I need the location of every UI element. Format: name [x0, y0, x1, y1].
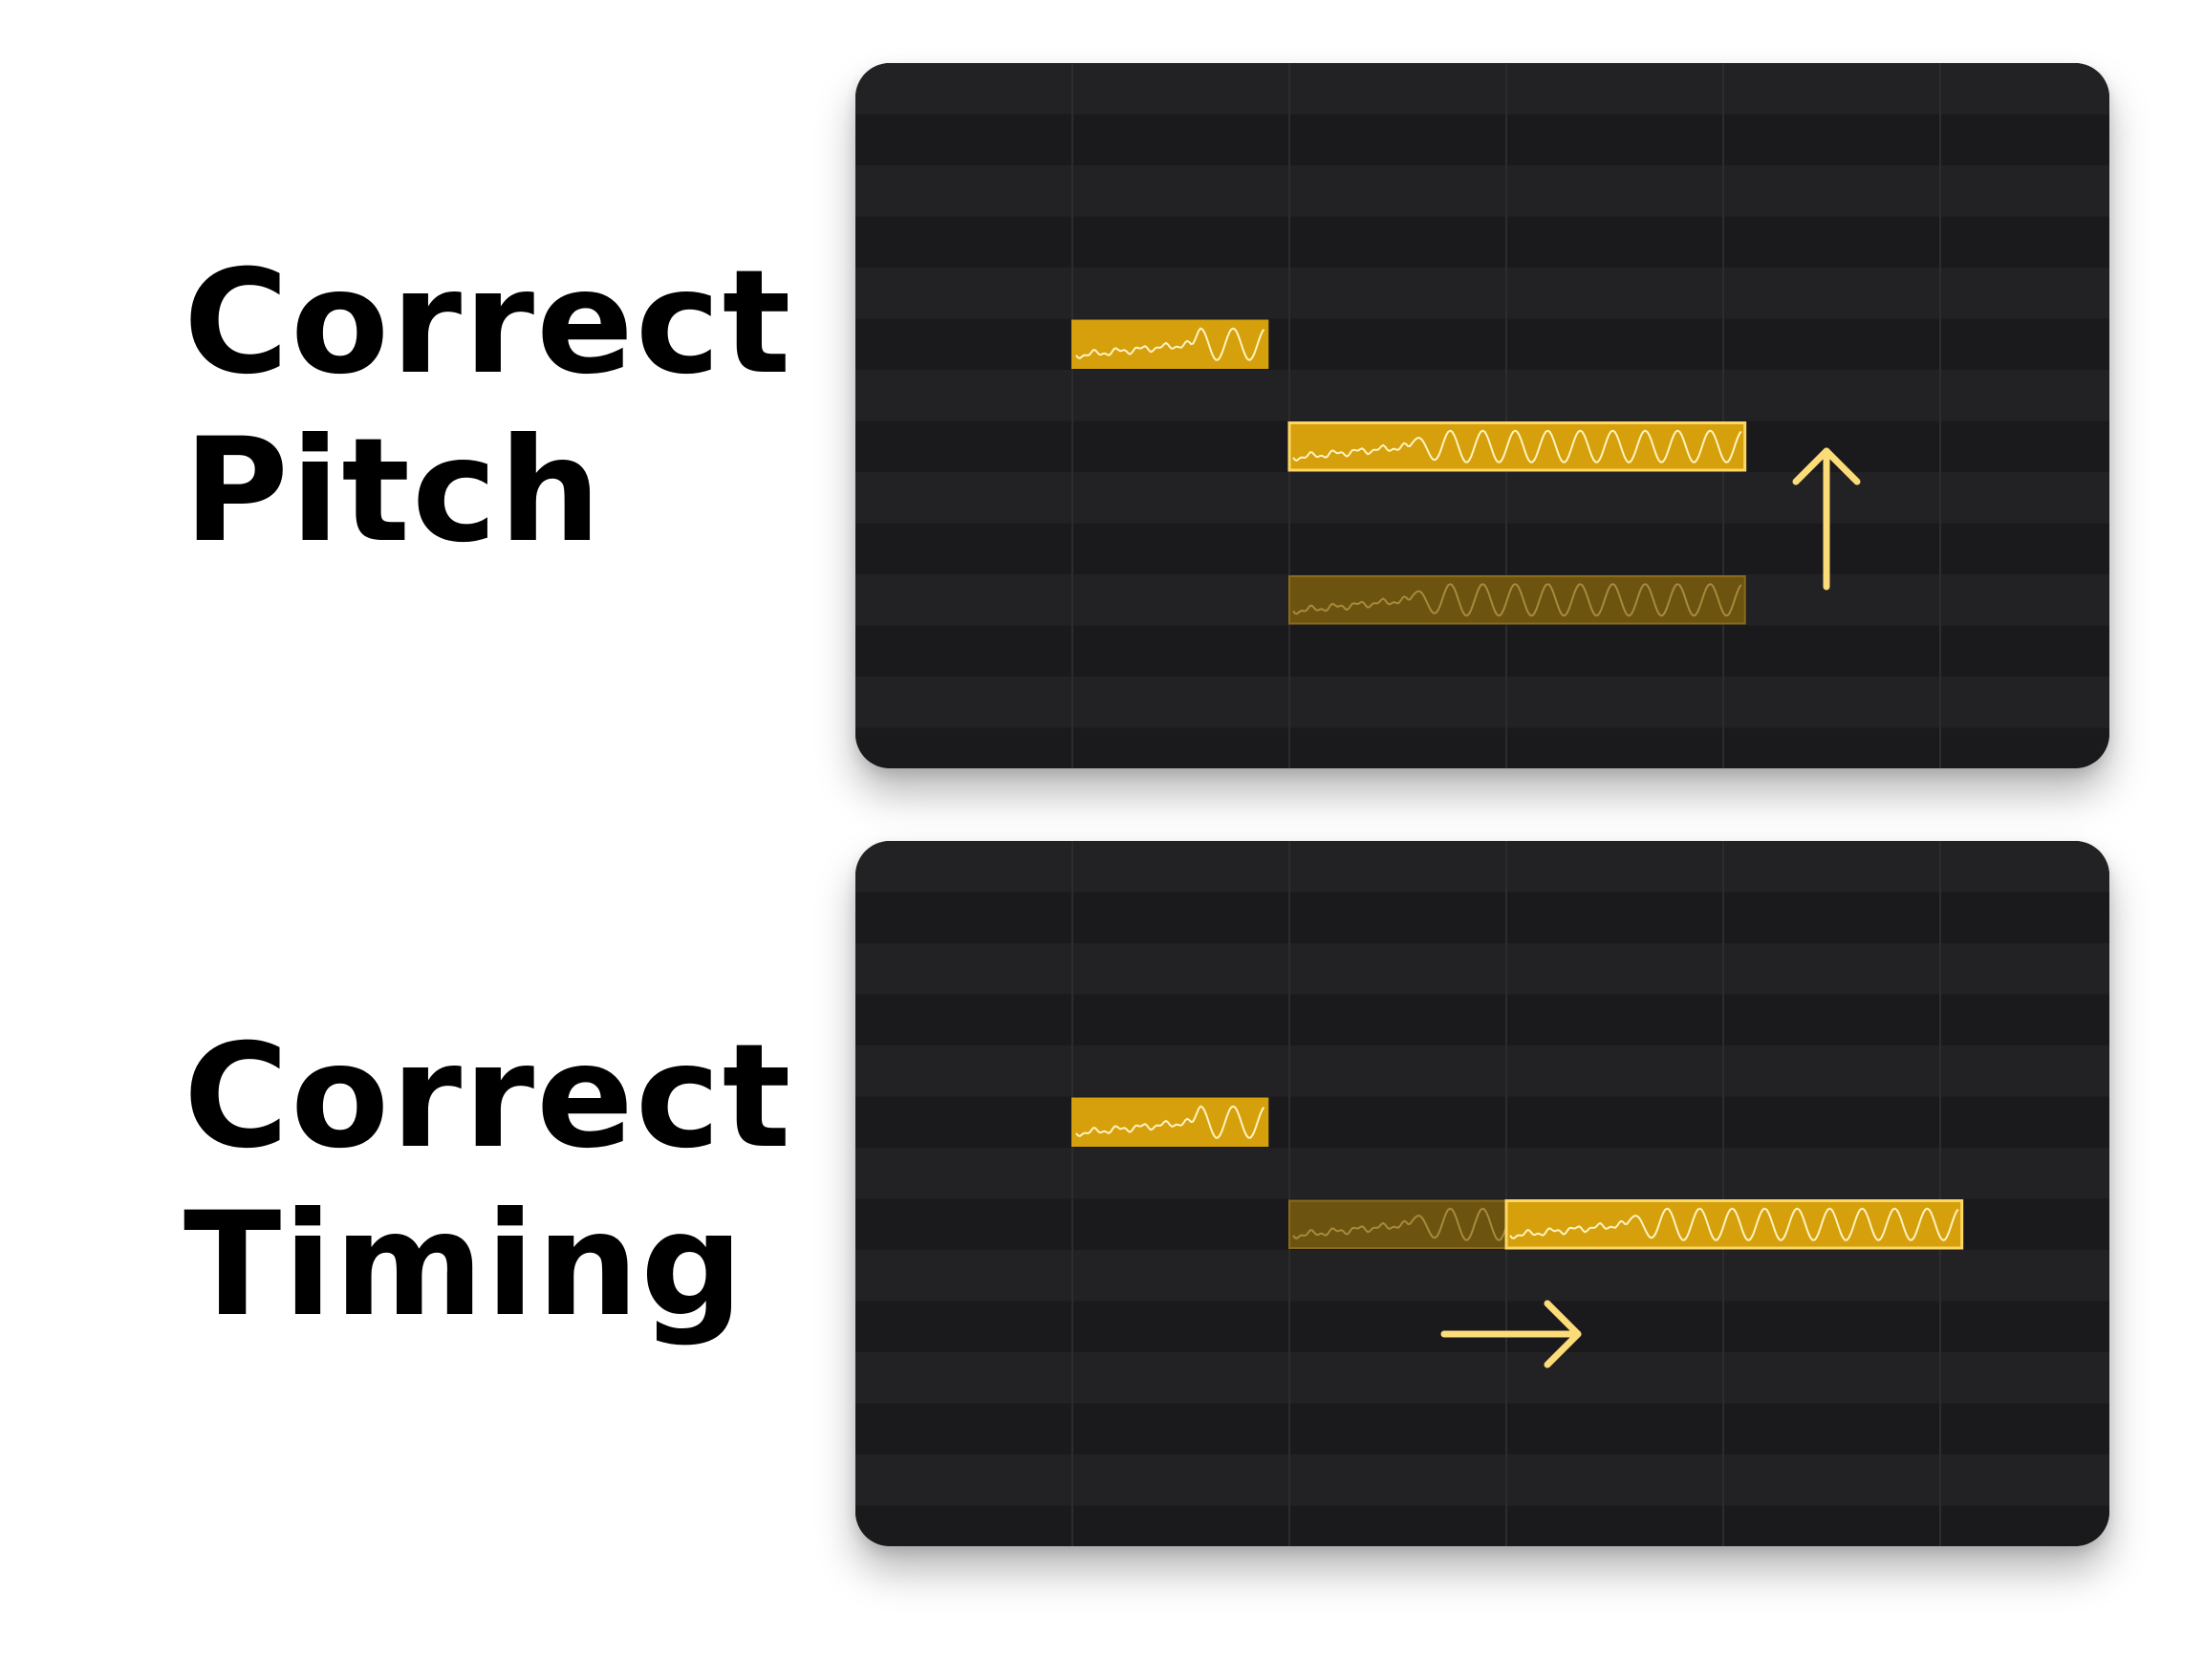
pitch-lane — [855, 1301, 2109, 1352]
note-body[interactable] — [1504, 1199, 1964, 1250]
pitch-editor-panel[interactable] — [855, 63, 2109, 768]
pitch-lane — [855, 318, 2109, 370]
note-body[interactable] — [1071, 319, 1269, 369]
pitch-lane — [855, 216, 2109, 268]
pitch-lane — [855, 994, 2109, 1045]
pitch-lane — [855, 625, 2109, 677]
correct-pitch-label: Correct Pitch — [184, 239, 792, 575]
pitch-lane — [855, 114, 2109, 165]
note-body[interactable] — [1071, 1097, 1269, 1147]
pitch-lane — [855, 841, 2109, 893]
arrow-head — [1544, 1300, 1582, 1368]
waveform — [1075, 1105, 1265, 1139]
label-line-2: Timing — [184, 1182, 745, 1348]
waveform — [1509, 1207, 1959, 1241]
arrow-head — [1792, 447, 1861, 485]
pitch-lane — [855, 1352, 2109, 1404]
pitch-lane — [855, 370, 2109, 421]
arrow-up-icon — [1792, 447, 1861, 591]
note-body[interactable] — [1287, 421, 1747, 472]
pitch-lane — [855, 892, 2109, 943]
pitch-lane — [855, 1250, 2109, 1302]
pitch-lane — [855, 943, 2109, 995]
note[interactable] — [1071, 319, 1269, 369]
pitch-lane — [855, 165, 2109, 217]
ghost-note — [1288, 575, 1746, 625]
waveform — [1075, 327, 1265, 361]
note[interactable] — [1504, 1199, 1964, 1250]
note[interactable] — [1071, 1097, 1269, 1147]
pitch-lane — [855, 523, 2109, 574]
pitch-lane — [855, 268, 2109, 319]
timing-editor-panel[interactable] — [855, 841, 2109, 1546]
pitch-lane — [855, 727, 2109, 768]
pitch-lane — [855, 1045, 2109, 1097]
pitch-lane — [855, 1096, 2109, 1148]
pitch-lane — [855, 1403, 2109, 1454]
arrow-right-icon — [1440, 1300, 1582, 1368]
waveform — [1292, 583, 1742, 617]
pitch-lane — [855, 1454, 2109, 1506]
pitch-lane — [855, 1148, 2109, 1199]
note-body — [1288, 575, 1746, 625]
pitch-lane — [855, 63, 2109, 115]
label-line-1: Correct — [184, 1014, 793, 1180]
note-layer[interactable] — [855, 63, 2109, 768]
pitch-lane — [855, 1505, 2109, 1546]
note-layer[interactable] — [855, 841, 2109, 1546]
label-line-1: Correct — [184, 240, 793, 406]
label-line-2: Pitch — [184, 408, 603, 574]
correct-timing-label: Correct Timing — [184, 1013, 792, 1349]
pitch-lane — [855, 677, 2109, 728]
waveform — [1292, 429, 1742, 463]
note[interactable] — [1287, 421, 1747, 472]
pitch-lane — [855, 472, 2109, 524]
